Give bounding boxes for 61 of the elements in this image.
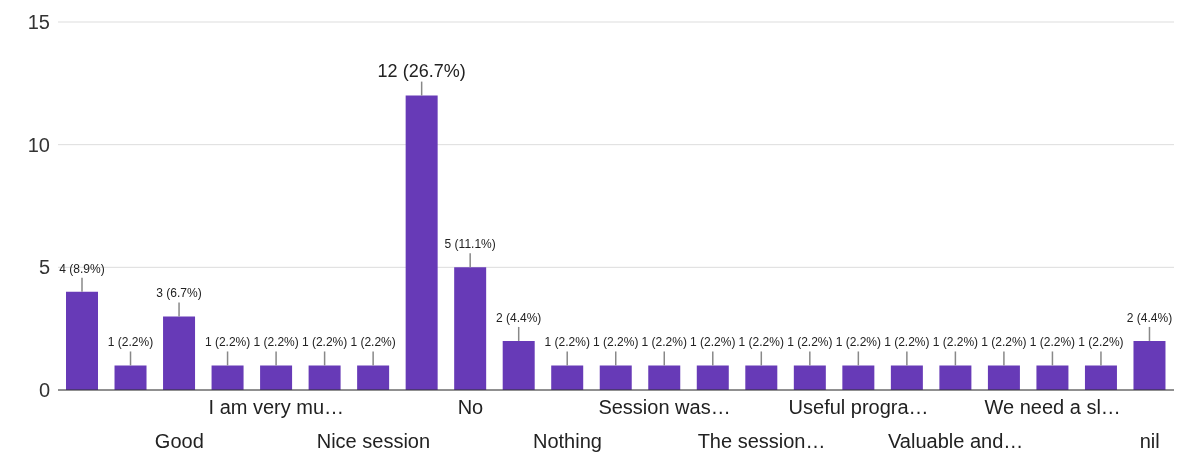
data-label: 5 (11.1%) [444,237,496,252]
x-tick-label: Useful progra… [788,396,929,418]
data-label: 1 (2.2%) [544,335,590,350]
bar [308,365,341,390]
data-label: 1 (2.2%) [107,335,154,350]
data-label: 1 (2.2%) [253,335,299,350]
data-label: 1 (2.2%) [738,335,784,350]
data-label: 1 (2.2%) [1029,335,1076,350]
data-label: 2 (4.4%) [496,310,542,325]
bar [260,365,293,390]
bar [163,316,196,390]
data-label: 1 (2.2%) [350,335,396,350]
bar [1133,340,1166,390]
bar [1084,365,1117,390]
bar [66,291,98,390]
data-label: 1 (2.2%) [884,335,930,350]
data-label: 1 (2.2%) [690,335,736,350]
x-tick-label: Nothing [533,430,602,452]
x-tick-label: No [457,396,484,418]
x-tick-label: We need a sl… [984,396,1121,418]
bar [114,365,147,390]
bar [1036,365,1069,390]
bar [357,365,390,390]
y-tick-label: 0 [38,379,50,402]
x-tick-label: Good [154,430,204,452]
bar [599,365,632,390]
data-label: 2 (4.4%) [1126,310,1173,325]
data-label: 1 (2.2%) [932,335,979,350]
bar [696,365,729,390]
x-tick-label: Valuable and… [888,430,1024,452]
x-tick-label: Session was… [598,396,731,418]
bar [454,267,487,390]
bar [551,365,584,390]
bar [648,365,681,390]
data-label: 1 (2.2%) [301,335,348,350]
data-label: 4 (8.9%) [59,261,105,276]
data-label: 12 (26.7%) [377,60,466,81]
data-label: 1 (2.2%) [835,335,882,350]
data-label: 1 (2.2%) [204,335,251,350]
data-label: 3 (6.7%) [156,286,202,301]
bar [890,365,923,390]
x-tick-label: nil [1139,430,1160,452]
data-label: 1 (2.2%) [641,335,687,350]
y-tick-label: 10 [27,133,50,156]
bar [987,365,1020,390]
y-tick-label: 5 [38,256,50,279]
y-tick-label: 15 [27,11,50,34]
data-label: 1 (2.2%) [1078,335,1124,350]
data-label: 1 (2.2%) [981,335,1027,350]
data-label: 1 (2.2%) [593,335,639,350]
bar [405,95,438,390]
bar [793,365,826,390]
bar [842,365,875,390]
data-label: 1 (2.2%) [787,335,833,350]
x-tick-label: The session… [697,430,826,452]
bar [211,365,244,390]
bar [502,340,535,390]
bar [745,365,778,390]
x-tick-label: I am very mu… [208,396,345,418]
x-tick-label: Nice session [316,430,431,452]
bar [939,365,972,390]
